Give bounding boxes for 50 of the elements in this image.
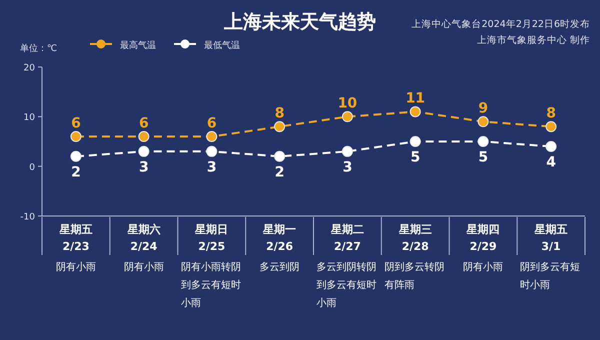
y-tick-label: 20	[24, 64, 36, 74]
data-label: 10	[338, 96, 358, 112]
data-label: 5	[478, 150, 488, 166]
data-label: 3	[138, 159, 149, 176]
point	[70, 150, 82, 162]
data-label: 6	[138, 116, 149, 132]
data-label: 3	[342, 159, 352, 176]
point	[206, 146, 218, 157]
y-tick-label: -10	[20, 212, 36, 222]
data-label: 6	[206, 116, 217, 132]
point	[342, 146, 353, 157]
chart-title: 上海未来天气趋势	[223, 11, 376, 33]
point	[138, 146, 150, 157]
point	[546, 121, 557, 132]
point	[274, 121, 286, 132]
x-tick-label: 星期二 2/27 多云到阴转阴到多云有短时小雨	[316, 223, 376, 309]
text: 上海中心气象台2024年2月22日6时发布	[412, 18, 590, 30]
point	[410, 106, 421, 118]
x-tick-label: 星期五 2/23 阴有小雨	[56, 223, 96, 273]
data-label: 6	[71, 116, 81, 132]
point	[478, 116, 489, 128]
data-label: 3	[206, 159, 217, 176]
point	[546, 140, 557, 152]
y-tick-label: 10	[24, 113, 36, 124]
point	[274, 150, 286, 162]
data-label: 9	[478, 100, 488, 117]
legend-label: 最低气温	[204, 40, 240, 51]
data-label: 8	[274, 106, 284, 122]
x-tick-label: 星期一 2/26 多云到阴	[260, 223, 300, 273]
x-tick-label: 星期四 2/29 阴有小雨	[463, 223, 504, 273]
x-tick-label: 星期五 3/1 阴到多云有短时小雨	[520, 223, 580, 291]
legend-label: 最高气温	[120, 40, 156, 51]
point	[206, 131, 218, 142]
y-axis-title: 单位：℃	[20, 43, 58, 54]
point	[138, 131, 150, 142]
point	[70, 131, 82, 142]
point	[478, 136, 489, 147]
x-tick-label: 星期日 2/25 阴有小雨转阴到多云有短时小雨	[180, 223, 241, 309]
data-label: 2	[71, 164, 81, 180]
point	[410, 136, 421, 147]
x-tick-label: 星期六 2/24 阴有小雨	[124, 223, 164, 273]
data-label: 4	[546, 154, 556, 170]
data-label: 2	[274, 164, 284, 180]
data-label: 8	[546, 106, 556, 122]
data-label: 11	[406, 90, 426, 107]
point	[342, 111, 353, 122]
data-label: 5	[410, 150, 420, 166]
y-tick-label: 0	[29, 162, 36, 173]
x-tick-label: 星期三 2/28 阴到多云转阴有阵雨	[384, 223, 444, 291]
text: 上海市气象服务中心 制作	[476, 34, 590, 46]
